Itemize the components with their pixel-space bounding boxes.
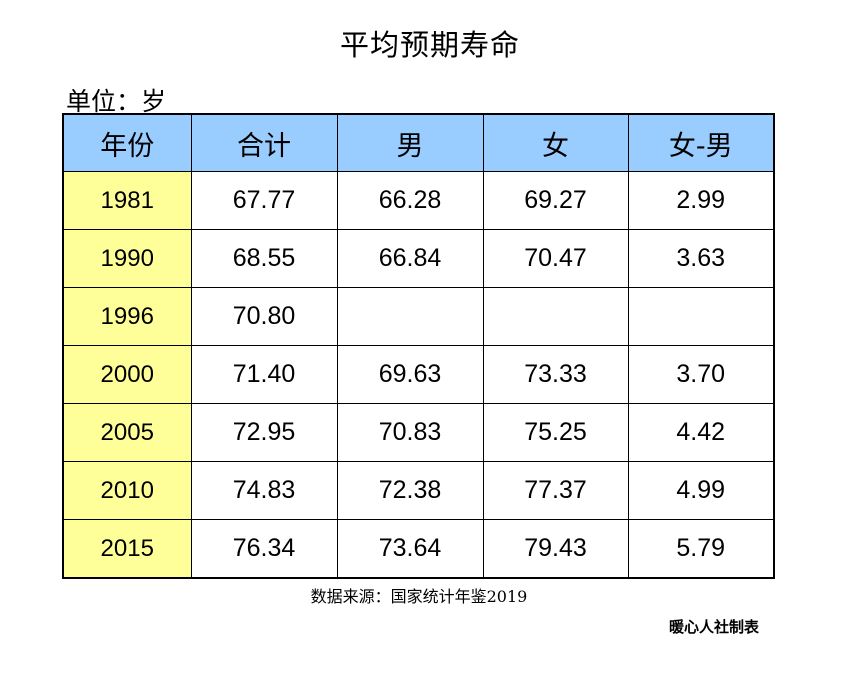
year-cell: 1981 bbox=[62, 171, 192, 230]
diff-cell bbox=[627, 287, 775, 346]
table-row: 2000 71.40 69.63 73.33 3.70 bbox=[62, 345, 775, 404]
year-cell: 2000 bbox=[62, 345, 192, 404]
table-row: 1996 70.80 bbox=[62, 287, 775, 346]
male-cell: 72.38 bbox=[336, 461, 484, 520]
header-diff: 女-男 bbox=[627, 113, 775, 172]
page-title: 平均预期寿命 bbox=[339, 28, 520, 62]
male-cell: 69.63 bbox=[336, 345, 484, 404]
total-cell: 76.34 bbox=[190, 519, 338, 579]
total-cell: 67.77 bbox=[190, 171, 338, 230]
year-cell: 1990 bbox=[62, 229, 192, 288]
source-note: 数据来源：国家统计年鉴2019 bbox=[310, 587, 528, 606]
life-expectancy-table: 年份 合计 男 女 女-男 1981 67.77 66.28 69.27 2.9… bbox=[62, 113, 775, 579]
male-cell: 73.64 bbox=[336, 519, 484, 579]
table-row: 2005 72.95 70.83 75.25 4.42 bbox=[62, 403, 775, 462]
table-row: 1981 67.77 66.28 69.27 2.99 bbox=[62, 171, 775, 230]
male-cell: 70.83 bbox=[336, 403, 484, 462]
diff-cell: 3.70 bbox=[627, 345, 775, 404]
header-female: 女 bbox=[482, 113, 629, 172]
year-cell: 2010 bbox=[62, 461, 192, 520]
total-cell: 70.80 bbox=[190, 287, 338, 346]
diff-cell: 3.63 bbox=[627, 229, 775, 288]
table-row: 2010 74.83 72.38 77.37 4.99 bbox=[62, 461, 775, 520]
header-year: 年份 bbox=[62, 113, 192, 172]
year-cell: 1996 bbox=[62, 287, 192, 346]
total-cell: 72.95 bbox=[190, 403, 338, 462]
table-row: 1990 68.55 66.84 70.47 3.63 bbox=[62, 229, 775, 288]
female-cell bbox=[482, 287, 629, 346]
credit-note: 暖心人社制表 bbox=[669, 618, 760, 636]
diff-cell: 4.99 bbox=[627, 461, 775, 520]
table-row: 2015 76.34 73.64 79.43 5.79 bbox=[62, 519, 775, 579]
year-cell: 2005 bbox=[62, 403, 192, 462]
header-total: 合计 bbox=[190, 113, 338, 172]
total-cell: 68.55 bbox=[190, 229, 338, 288]
female-cell: 77.37 bbox=[482, 461, 629, 520]
diff-cell: 2.99 bbox=[627, 171, 775, 230]
female-cell: 79.43 bbox=[482, 519, 629, 579]
female-cell: 73.33 bbox=[482, 345, 629, 404]
diff-cell: 4.42 bbox=[627, 403, 775, 462]
male-cell: 66.84 bbox=[336, 229, 484, 288]
unit-label: 单位：岁 bbox=[66, 87, 167, 116]
male-cell: 66.28 bbox=[336, 171, 484, 230]
female-cell: 75.25 bbox=[482, 403, 629, 462]
total-cell: 74.83 bbox=[190, 461, 338, 520]
header-male: 男 bbox=[336, 113, 484, 172]
male-cell bbox=[336, 287, 484, 346]
year-cell: 2015 bbox=[62, 519, 192, 579]
female-cell: 69.27 bbox=[482, 171, 629, 230]
female-cell: 70.47 bbox=[482, 229, 629, 288]
table-header-row: 年份 合计 男 女 女-男 bbox=[62, 113, 775, 172]
total-cell: 71.40 bbox=[190, 345, 338, 404]
diff-cell: 5.79 bbox=[627, 519, 775, 579]
